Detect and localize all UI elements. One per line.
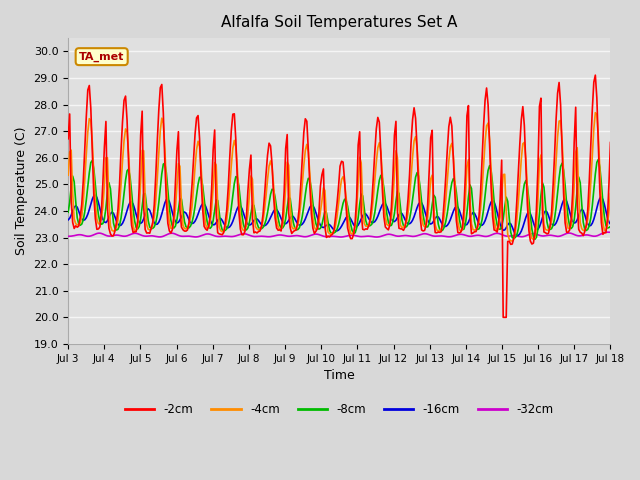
- Y-axis label: Soil Temperature (C): Soil Temperature (C): [15, 127, 28, 255]
- Text: TA_met: TA_met: [79, 51, 124, 62]
- Title: Alfalfa Soil Temperatures Set A: Alfalfa Soil Temperatures Set A: [221, 15, 458, 30]
- Legend: -2cm, -4cm, -8cm, -16cm, -32cm: -2cm, -4cm, -8cm, -16cm, -32cm: [120, 399, 559, 421]
- X-axis label: Time: Time: [324, 369, 355, 382]
